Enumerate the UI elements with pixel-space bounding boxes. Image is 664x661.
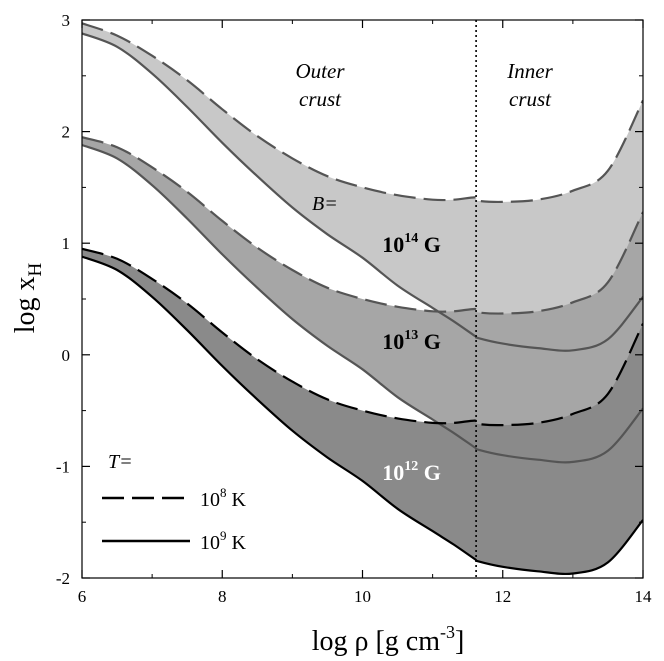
- band-fill-14: [82, 23, 643, 351]
- curve-12-solid: [82, 255, 643, 576]
- curve-14-dashed: [82, 22, 643, 204]
- y-tick-label: 1: [62, 234, 71, 253]
- field-label-13: 1013 G: [382, 328, 441, 354]
- y-tick-label: 2: [62, 123, 71, 142]
- inner-crust-label-2: crust: [509, 87, 552, 111]
- outer-crust-label-1: Outer: [296, 59, 346, 83]
- curve-14-solid: [82, 32, 643, 352]
- curve-13-solid: [82, 143, 643, 464]
- y-tick-label: -2: [56, 569, 70, 588]
- band-fill-12: [82, 248, 643, 574]
- y-tick-label: 0: [62, 346, 71, 365]
- field-labels: 1014 G 1013 G 1012 G: [382, 231, 441, 485]
- x-tick-label: 10: [354, 587, 371, 606]
- y-axis-label: log xH: [10, 262, 46, 333]
- field-label-14: 1014 G: [382, 231, 441, 257]
- curves: [82, 22, 643, 576]
- band-fills: [82, 23, 643, 574]
- legend-entry-2: 109 K: [200, 528, 247, 554]
- curve-12-dashed: [82, 247, 643, 427]
- x-tick-label: 12: [494, 587, 511, 606]
- outer-crust-label-2: crust: [299, 87, 342, 111]
- b-prefix-label: B=: [312, 193, 338, 215]
- y-tick-label: 3: [62, 11, 71, 30]
- inner-crust-label-1: Inner: [506, 59, 553, 83]
- x-axis-label: log ρ [g cm-3]: [312, 622, 465, 657]
- y-tick-label: -1: [56, 457, 70, 476]
- legend-title: T=: [108, 451, 133, 473]
- x-tick-label: 6: [78, 587, 87, 606]
- band-fill-13: [82, 137, 643, 463]
- x-tick-label: 8: [218, 587, 227, 606]
- legend-entry-1: 108 K: [200, 485, 247, 511]
- field-label-12: 1012 G: [382, 459, 441, 485]
- curve-13-dashed: [82, 136, 643, 315]
- x-tick-label: 14: [635, 587, 653, 606]
